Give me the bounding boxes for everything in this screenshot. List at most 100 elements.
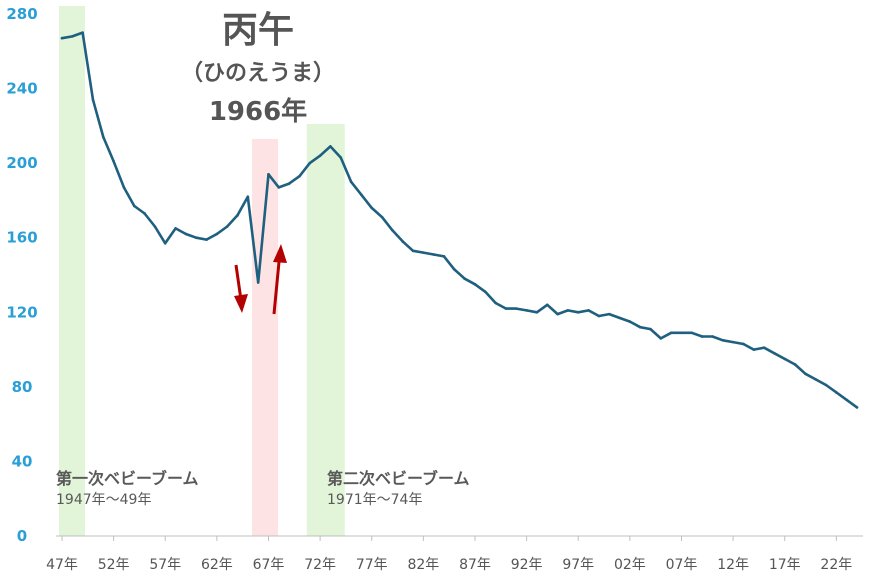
x-tick-label: 97年 <box>562 557 594 573</box>
line-layer <box>60 31 859 409</box>
data-point <box>153 225 157 228</box>
up-arrow <box>272 244 287 315</box>
data-point <box>649 327 652 331</box>
x-tick-label: 67年 <box>253 557 285 573</box>
data-point <box>793 363 797 366</box>
y-tick-label: 280 <box>6 5 37 23</box>
data-point <box>143 212 146 215</box>
y-tick-label: 120 <box>6 303 37 321</box>
chart-title: 丙午 <box>222 10 294 51</box>
data-point <box>473 283 477 286</box>
data-point <box>401 240 405 243</box>
data-point <box>329 145 332 148</box>
data-point <box>576 310 580 314</box>
x-tick-label: 82年 <box>407 557 439 573</box>
data-point <box>824 383 828 387</box>
data-point <box>298 174 301 178</box>
data-point <box>411 249 415 253</box>
data-point <box>442 255 446 258</box>
data-point <box>721 338 725 342</box>
data-point <box>184 232 188 236</box>
data-point <box>246 195 250 198</box>
data-point <box>349 180 353 184</box>
data-point <box>71 35 74 38</box>
data-point <box>215 232 219 236</box>
data-point <box>308 161 312 165</box>
data-point <box>132 204 136 208</box>
data-point <box>700 335 704 338</box>
x-tick-label: 22年 <box>820 557 852 573</box>
data-point <box>60 36 64 40</box>
x-tick-label: 87年 <box>459 557 491 573</box>
x-tick-label: 62年 <box>201 557 233 573</box>
data-point <box>638 325 642 329</box>
data-point <box>597 314 601 318</box>
data-point <box>855 406 859 409</box>
data-point <box>545 303 549 307</box>
data-point <box>370 206 374 210</box>
data-point <box>514 307 518 310</box>
x-tick-label: 77年 <box>356 557 388 573</box>
data-point <box>556 312 559 316</box>
data-point <box>628 320 632 323</box>
down-arrow <box>234 264 248 313</box>
data-point <box>267 173 270 176</box>
x-tick-label: 92年 <box>511 557 543 573</box>
data-point <box>422 251 425 254</box>
data-point <box>773 352 776 355</box>
axis-layer: 0 40 80 120 160 200 240 280 47年 52年 57年 62年 67年 72年 77… <box>6 5 863 573</box>
data-point <box>607 312 611 316</box>
data-point <box>804 372 807 376</box>
data-point <box>101 135 105 139</box>
data-point <box>659 337 663 340</box>
y-tick-label: 40 <box>12 452 33 470</box>
data-point <box>391 228 394 232</box>
data-point <box>81 31 84 34</box>
data-point <box>814 378 818 381</box>
data-point <box>525 309 528 312</box>
y-tick-label: 240 <box>6 80 37 98</box>
y-tick-label: 200 <box>6 154 37 172</box>
x-tick-label: 72年 <box>304 557 336 573</box>
chart-subtitle: （ひのえうま） <box>181 61 335 86</box>
x-tick-label: 07年 <box>666 557 698 573</box>
data-point <box>163 242 167 245</box>
bands-layer <box>59 6 345 536</box>
data-point <box>453 268 456 271</box>
second-boom-label: 第二次ベビーブーム <box>327 469 470 488</box>
series-line-0 <box>60 31 859 409</box>
data-point <box>566 309 570 312</box>
data-point <box>680 331 683 335</box>
data-point <box>432 253 435 256</box>
data-point <box>835 391 838 394</box>
data-point <box>731 340 735 344</box>
data-point <box>205 238 208 241</box>
data-point <box>360 193 363 197</box>
first-boom-range: 1947年〜49年 <box>56 492 151 508</box>
data-point <box>669 331 673 335</box>
band-second-boom <box>306 124 345 536</box>
y-tick-label: 0 <box>17 527 27 545</box>
data-point <box>225 225 229 228</box>
data-point <box>587 309 590 312</box>
data-point <box>618 316 621 320</box>
first-boom-label: 第一次ベビーブーム <box>56 469 199 488</box>
data-point <box>174 227 177 230</box>
data-point <box>236 214 239 217</box>
data-point <box>484 290 487 294</box>
data-point <box>752 348 756 351</box>
data-point <box>91 98 95 102</box>
data-point <box>287 182 291 185</box>
x-tick-label: 52年 <box>98 557 130 573</box>
x-tick-label: 12年 <box>717 557 749 573</box>
data-point <box>762 346 766 350</box>
data-point <box>112 159 115 163</box>
y-tick-label: 160 <box>6 229 37 247</box>
data-point <box>277 186 281 189</box>
highlight-year-label: 1966年 <box>209 96 307 127</box>
x-tick-label: 02年 <box>614 557 646 573</box>
x-tick-label: 47年 <box>46 557 78 573</box>
data-point <box>535 310 539 314</box>
data-point <box>742 342 745 346</box>
